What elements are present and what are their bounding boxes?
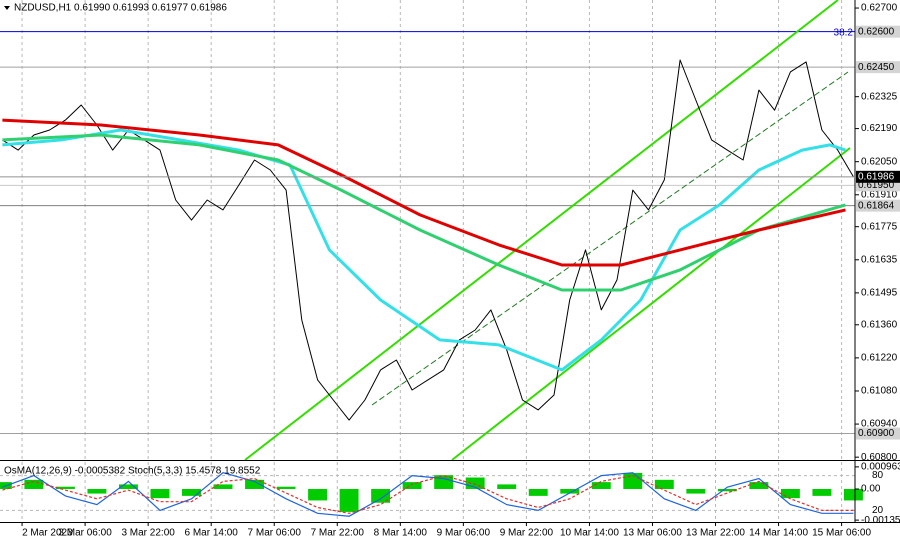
x-tick-label: 10 Mar 14:00 (560, 528, 619, 539)
osma-bar (749, 482, 769, 489)
osma-bar (560, 488, 580, 494)
x-tick-label: 9 Mar 06:00 (437, 528, 491, 539)
osma-bar (24, 479, 44, 489)
x-tick-label: 7 Mar 06:00 (248, 528, 302, 539)
y-tick-label: 0.61080 (861, 386, 898, 397)
osma-bar (434, 475, 454, 489)
channel-upper (244, 0, 839, 461)
y-tick-label: 0.62325 (861, 91, 898, 102)
y2-tick-label: 80 (872, 470, 884, 481)
osma-bar (276, 486, 296, 489)
osma-bar (402, 482, 422, 489)
y-tick-label: 0.0009639 (861, 462, 900, 473)
moving-average (2, 128, 846, 372)
grid-layer (0, 0, 855, 522)
y-tick-label: 0.61775 (861, 221, 898, 232)
x-tick-label: 7 Mar 22:00 (311, 528, 365, 539)
osma-bar (87, 488, 107, 494)
channel-lower (451, 147, 851, 461)
y-tick-label: 0.00 (861, 484, 881, 495)
y-tick-label: 0.61495 (861, 288, 898, 299)
x-tick-label: 9 Mar 22:00 (500, 528, 554, 539)
chart-title: NZDUSD,H1 0.61990 0.61993 0.61977 0.6198… (14, 3, 227, 14)
osma-bar (55, 486, 75, 489)
y-tick-label: 0.61220 (861, 353, 898, 364)
x-tick-label: 13 Mar 06:00 (623, 528, 682, 539)
last-price-bg (856, 170, 900, 183)
osma-bar (213, 484, 233, 489)
osma-bar (843, 488, 863, 501)
header-arrow (4, 6, 10, 10)
x-tick-label: 2 Mar 2023 (22, 528, 73, 539)
osma-bar (308, 488, 328, 501)
osma-bar (150, 488, 170, 499)
x-tick-label: 3 Mar 06:00 (58, 528, 112, 539)
level-label: 0.62450 (858, 62, 895, 73)
level-label-bg (856, 25, 900, 38)
x-tick-label: 3 Mar 22:00 (121, 528, 175, 539)
y-tick-label: 0.62190 (861, 123, 898, 134)
moving-average (2, 118, 846, 267)
x-tick-label: 15 Mar 06:00 (812, 528, 871, 539)
osma-bar (118, 484, 138, 489)
osma-bar (465, 477, 485, 489)
osma-bar (182, 488, 201, 496)
osma-bar (339, 488, 359, 512)
level-label: 0.61950 (858, 180, 895, 191)
y-tick-label: 0.61635 (861, 254, 898, 265)
x-tick-label: 13 Mar 22:00 (686, 528, 745, 539)
oscillator-title: OsMA(12,26,9) -0.0005382 Stoch(5,3,3) 15… (4, 466, 261, 477)
y2-tick-label: 20 (872, 505, 884, 516)
stochastic-line (2, 474, 854, 514)
y-tick-label: 0.62050 (861, 156, 898, 167)
osma-bar (654, 479, 674, 489)
plot-layer (0, 0, 863, 517)
level-label-bg (856, 199, 900, 212)
y-tick-label: 0.60940 (861, 419, 898, 430)
osma-bar (686, 488, 706, 494)
osma-bar (245, 479, 264, 489)
osma-bar (497, 484, 517, 489)
osma-bar (812, 488, 832, 496)
y-tick-label: 0.60800 (861, 452, 898, 463)
osma-bar (717, 488, 737, 492)
level-label: 0.60900 (858, 428, 895, 439)
osma-bar (780, 488, 800, 499)
y-tick-label: 0.61360 (861, 319, 898, 330)
x-tick-label: 14 Mar 14:00 (749, 528, 808, 539)
y-tick-label: 0.62700 (861, 3, 898, 14)
level-label-bg (856, 427, 900, 440)
osma-bar (371, 488, 391, 503)
x-tick-label: 6 Mar 14:00 (185, 528, 239, 539)
fibo-annotation: 38.2 (834, 28, 854, 39)
level-label: 0.61864 (858, 200, 895, 211)
last-price-label: 0.61986 (858, 171, 895, 182)
x-tick-label: 8 Mar 14:00 (374, 528, 428, 539)
moving-average (2, 133, 846, 292)
channel-middle (371, 71, 849, 406)
y-tick-label: 0.61910 (861, 189, 898, 200)
osma-bar (591, 482, 611, 489)
level-label: 0.62600 (858, 26, 895, 37)
level-label-bg (856, 61, 900, 74)
osma-bar (528, 488, 548, 496)
